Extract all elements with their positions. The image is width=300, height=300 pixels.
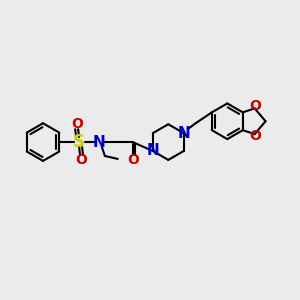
Text: O: O	[71, 117, 83, 131]
Text: O: O	[128, 153, 140, 167]
Text: N: N	[93, 135, 105, 150]
Text: S: S	[73, 133, 85, 151]
Text: N: N	[177, 126, 190, 141]
Text: O: O	[250, 129, 262, 143]
Text: O: O	[250, 99, 262, 113]
Text: N: N	[146, 143, 159, 158]
Text: O: O	[75, 153, 87, 167]
